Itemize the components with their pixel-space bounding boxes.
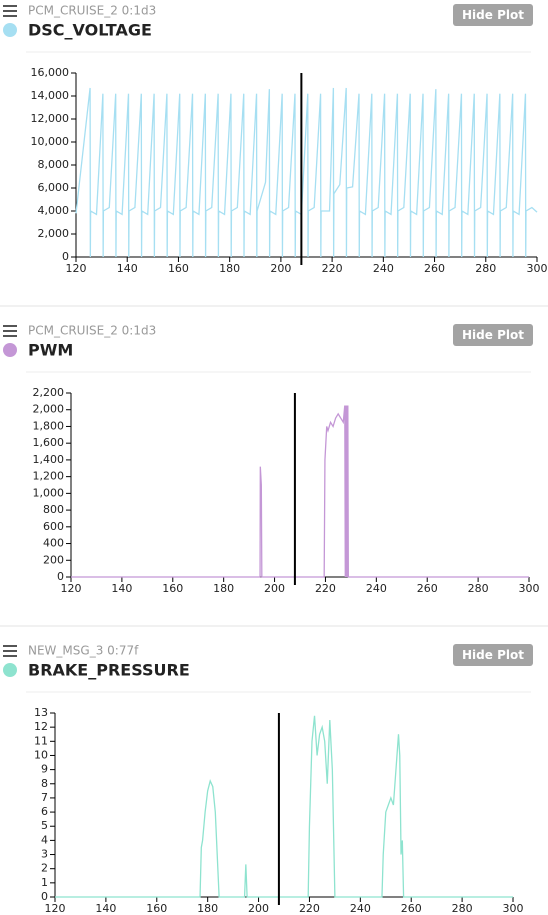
x-tick-label: 180 — [213, 582, 234, 595]
y-tick-label: 13 — [34, 706, 48, 719]
y-tick-label: 1,600 — [33, 436, 65, 449]
y-tick-label: 4,000 — [38, 204, 70, 217]
y-tick-label: 8 — [41, 777, 48, 790]
x-tick-label: 160 — [146, 902, 167, 915]
y-tick-label: 1,800 — [33, 419, 65, 432]
y-tick-label: 0 — [41, 890, 48, 903]
menu-icon[interactable] — [3, 650, 17, 652]
x-tick-label: 120 — [61, 582, 82, 595]
message-name: PCM_CRUISE_2 0:1d3 — [28, 324, 156, 338]
menu-icon[interactable] — [3, 325, 17, 327]
x-tick-label: 300 — [503, 902, 524, 915]
hide-plot-button[interactable] — [453, 4, 533, 26]
menu-icon[interactable] — [3, 655, 17, 657]
x-tick-label: 260 — [417, 582, 438, 595]
x-tick-label: 280 — [475, 262, 496, 275]
y-tick-label: 2 — [41, 862, 48, 875]
series-line — [55, 715, 513, 898]
legend-dot — [3, 23, 17, 37]
y-tick-label: 11 — [34, 734, 48, 747]
x-tick-label: 240 — [373, 262, 394, 275]
menu-icon[interactable] — [3, 10, 17, 12]
x-tick-label: 220 — [299, 902, 320, 915]
y-tick-label: 10 — [34, 748, 48, 761]
y-tick-label: 14,000 — [31, 89, 70, 102]
x-tick-label: 200 — [270, 262, 291, 275]
y-tick-label: 600 — [43, 520, 64, 533]
menu-icon[interactable] — [3, 15, 17, 17]
x-tick-label: 240 — [350, 902, 371, 915]
x-tick-label: 140 — [117, 262, 138, 275]
signal-name: PWM — [28, 341, 73, 360]
y-tick-label: 12,000 — [31, 112, 70, 125]
y-tick-label: 5 — [41, 819, 48, 832]
y-tick-label: 9 — [41, 763, 48, 776]
x-tick-label: 280 — [452, 902, 473, 915]
x-tick-label: 280 — [468, 582, 489, 595]
x-tick-label: 260 — [424, 262, 445, 275]
y-tick-label: 3 — [41, 848, 48, 861]
hide-plot-label[interactable]: Hide Plot — [462, 328, 524, 342]
x-tick-label: 300 — [519, 582, 540, 595]
y-tick-label: 200 — [43, 553, 64, 566]
x-tick-label: 180 — [219, 262, 240, 275]
legend-dot — [3, 663, 17, 677]
legend-dot — [3, 343, 17, 357]
x-tick-label: 200 — [264, 582, 285, 595]
x-tick-label: 300 — [527, 262, 548, 275]
message-name: PCM_CRUISE_2 0:1d3 — [28, 4, 156, 18]
x-tick-label: 140 — [111, 582, 132, 595]
menu-icon[interactable] — [3, 5, 17, 7]
hide-plot-button[interactable] — [453, 644, 533, 666]
signal-name: BRAKE_PRESSURE — [28, 661, 190, 680]
x-tick-label: 120 — [66, 262, 87, 275]
y-tick-label: 7 — [41, 791, 48, 804]
y-tick-label: 1,400 — [33, 453, 65, 466]
x-tick-label: 160 — [168, 262, 189, 275]
y-tick-label: 1 — [41, 876, 48, 889]
menu-icon[interactable] — [3, 330, 17, 332]
y-tick-label: 1,000 — [33, 486, 65, 499]
series-line — [71, 405, 529, 578]
hide-plot-button[interactable] — [453, 324, 533, 346]
x-tick-label: 120 — [45, 902, 66, 915]
menu-icon[interactable] — [3, 335, 17, 337]
x-tick-label: 160 — [162, 582, 183, 595]
message-name: NEW_MSG_3 0:77f — [28, 644, 139, 658]
x-tick-label: 200 — [248, 902, 269, 915]
y-tick-label: 2,000 — [38, 227, 70, 240]
hide-plot-label[interactable]: Hide Plot — [462, 8, 524, 22]
y-tick-label: 12 — [34, 720, 48, 733]
y-tick-label: 4 — [41, 833, 48, 846]
y-tick-label: 8,000 — [38, 158, 70, 171]
signal-name: DSC_VOLTAGE — [28, 21, 152, 40]
y-tick-label: 2,000 — [33, 403, 65, 416]
series-line — [75, 87, 538, 258]
y-tick-label: 0 — [57, 570, 64, 583]
y-tick-label: 400 — [43, 537, 64, 550]
y-tick-label: 1,200 — [33, 470, 65, 483]
y-tick-label: 0 — [62, 250, 69, 263]
x-tick-label: 180 — [197, 902, 218, 915]
y-tick-label: 10,000 — [31, 135, 70, 148]
hide-plot-label[interactable]: Hide Plot — [462, 648, 524, 662]
x-tick-label: 220 — [322, 262, 343, 275]
y-tick-label: 6,000 — [38, 181, 70, 194]
x-tick-label: 260 — [401, 902, 422, 915]
x-tick-label: 220 — [315, 582, 336, 595]
y-tick-label: 16,000 — [31, 66, 70, 79]
x-tick-label: 240 — [366, 582, 387, 595]
y-tick-label: 2,200 — [33, 386, 65, 399]
x-tick-label: 140 — [95, 902, 116, 915]
menu-icon[interactable] — [3, 645, 17, 647]
y-tick-label: 800 — [43, 503, 64, 516]
y-tick-label: 6 — [41, 805, 48, 818]
